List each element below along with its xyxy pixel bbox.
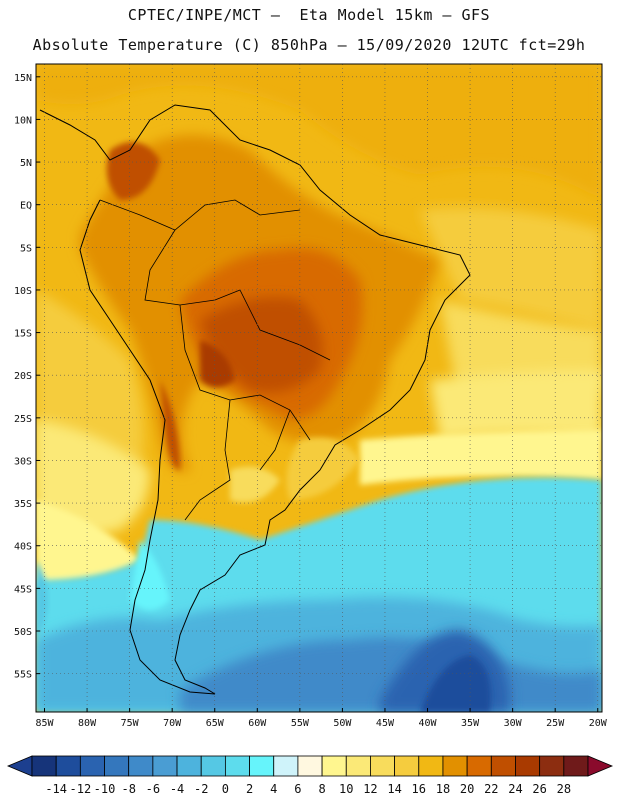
colorbar-swatch <box>442 755 468 777</box>
colorbar-swatch <box>490 755 516 777</box>
colorbar-tick-label: 8 <box>318 782 325 796</box>
colorbar-tick-label: -8 <box>121 782 135 796</box>
colorbar-swatch <box>466 755 492 777</box>
lat-tick-label: 50S <box>14 627 32 638</box>
lat-tick-label: 35S <box>14 499 32 510</box>
colorbar-tick-label: 28 <box>557 782 571 796</box>
lon-tick-label: 40W <box>418 718 437 729</box>
lon-tick-label: 55W <box>291 718 310 729</box>
coastline <box>39 104 471 695</box>
lat-tick-label: 55S <box>14 670 32 681</box>
lat-tick-label: 45S <box>14 584 32 595</box>
colorbar-tick-label: -4 <box>170 782 184 796</box>
colorbar-swatch <box>31 755 57 777</box>
colorbar-tick-label: -12 <box>70 782 92 796</box>
colorbar-swatch <box>394 755 420 777</box>
colorbar-tick-label: -6 <box>146 782 160 796</box>
lon-tick-label: 35W <box>461 718 480 729</box>
colorbar-tick-label: 18 <box>436 782 450 796</box>
lat-tick-label: 30S <box>14 456 32 467</box>
lon-tick-label: 20W <box>589 718 608 729</box>
colorbar-swatch <box>152 755 178 777</box>
colorbar-swatch <box>79 755 105 777</box>
lat-tick-label: 10N <box>14 115 32 126</box>
colorbar-tick-label: 2 <box>246 782 253 796</box>
map-frame <box>35 63 603 713</box>
colorbar-swatch <box>249 755 275 777</box>
lat-tick-label: 15S <box>14 329 32 340</box>
latitude-ticks: 15N 10N 5N EQ 5S 10S 15S 20S 25S 30S 35S 40S 45S 50S 5… <box>14 73 40 681</box>
lon-tick-label: 60W <box>248 718 267 729</box>
lon-tick-label: 25W <box>546 718 565 729</box>
colorbar-tick-label: 16 <box>412 782 426 796</box>
colorbar-swatch <box>370 755 396 777</box>
lon-tick-label: 80W <box>78 718 97 729</box>
colorbar-under-triangle <box>6 755 33 777</box>
lon-tick-label: 75W <box>121 718 140 729</box>
colorbar-tick-label: 26 <box>532 782 546 796</box>
colorbar <box>6 755 614 777</box>
colorbar-swatch <box>539 755 565 777</box>
lon-tick-label: 65W <box>206 718 225 729</box>
lon-tick-label: 50W <box>333 718 352 729</box>
colorbar-tick-label: -14 <box>45 782 67 796</box>
colorbar-swatch <box>297 755 323 777</box>
colorbar-tick-label: 20 <box>460 782 474 796</box>
colorbar-swatch <box>321 755 347 777</box>
lon-tick-label: 30W <box>504 718 523 729</box>
lat-tick-label: EQ <box>20 201 32 212</box>
colorbar-swatch <box>273 755 299 777</box>
lon-tick-label: 45W <box>376 718 395 729</box>
colorbar-tick-label: 10 <box>339 782 353 796</box>
colorbar-labels: -14 -12 -10 -8 -6 -4 -2 0 2 4 6 8 10 12 14 16 18 20 22 24 26… <box>45 782 571 796</box>
colorbar-tick-label: -10 <box>94 782 116 796</box>
lat-tick-label: 25S <box>14 414 32 425</box>
colorbar-swatch <box>104 755 130 777</box>
colorbar-swatch <box>418 755 444 777</box>
lat-tick-label: 10S <box>14 286 32 297</box>
colorbar-tick-label: 4 <box>270 782 277 796</box>
lat-tick-label: 15N <box>14 73 32 84</box>
colorbar-swatch <box>515 755 541 777</box>
colorbar-swatch <box>345 755 371 777</box>
colorbar-tick-label: -2 <box>194 782 208 796</box>
lat-tick-label: 5S <box>20 243 32 254</box>
colorbar-swatch <box>176 755 202 777</box>
colorbar-tick-label: 14 <box>387 782 401 796</box>
lat-tick-label: 20S <box>14 371 32 382</box>
colorbar-swatch <box>563 755 589 777</box>
map-title-line1: CPTEC/INPE/MCT – Eta Model 15km – GFS <box>127 6 491 24</box>
colorbar-tick-label: 0 <box>222 782 229 796</box>
lon-tick-label: 70W <box>163 718 182 729</box>
graticule <box>36 64 602 712</box>
colorbar-swatch <box>128 755 154 777</box>
colorbar-over-triangle <box>587 755 614 777</box>
colorbar-swatch <box>224 755 250 777</box>
colorbar-swatch <box>200 755 226 777</box>
lat-tick-label: 5N <box>20 158 32 169</box>
colorbar-tick-label: 22 <box>484 782 498 796</box>
colorbar-tick-label: 12 <box>363 782 377 796</box>
lon-tick-label: 85W <box>35 718 54 729</box>
colorbar-tick-label: 24 <box>508 782 522 796</box>
temperature-field <box>36 64 602 712</box>
map-title-line2: Absolute Temperature (C) 850hPa – 15/09/… <box>32 36 586 54</box>
colorbar-tick-label: 6 <box>294 782 301 796</box>
colorbar-swatch <box>55 755 81 777</box>
longitude-ticks: 85W 80W 75W 70W 65W 60W 55W 50W 45W 40W 35W 30W 25W 2… <box>35 708 608 729</box>
lat-tick-label: 40S <box>14 542 32 553</box>
